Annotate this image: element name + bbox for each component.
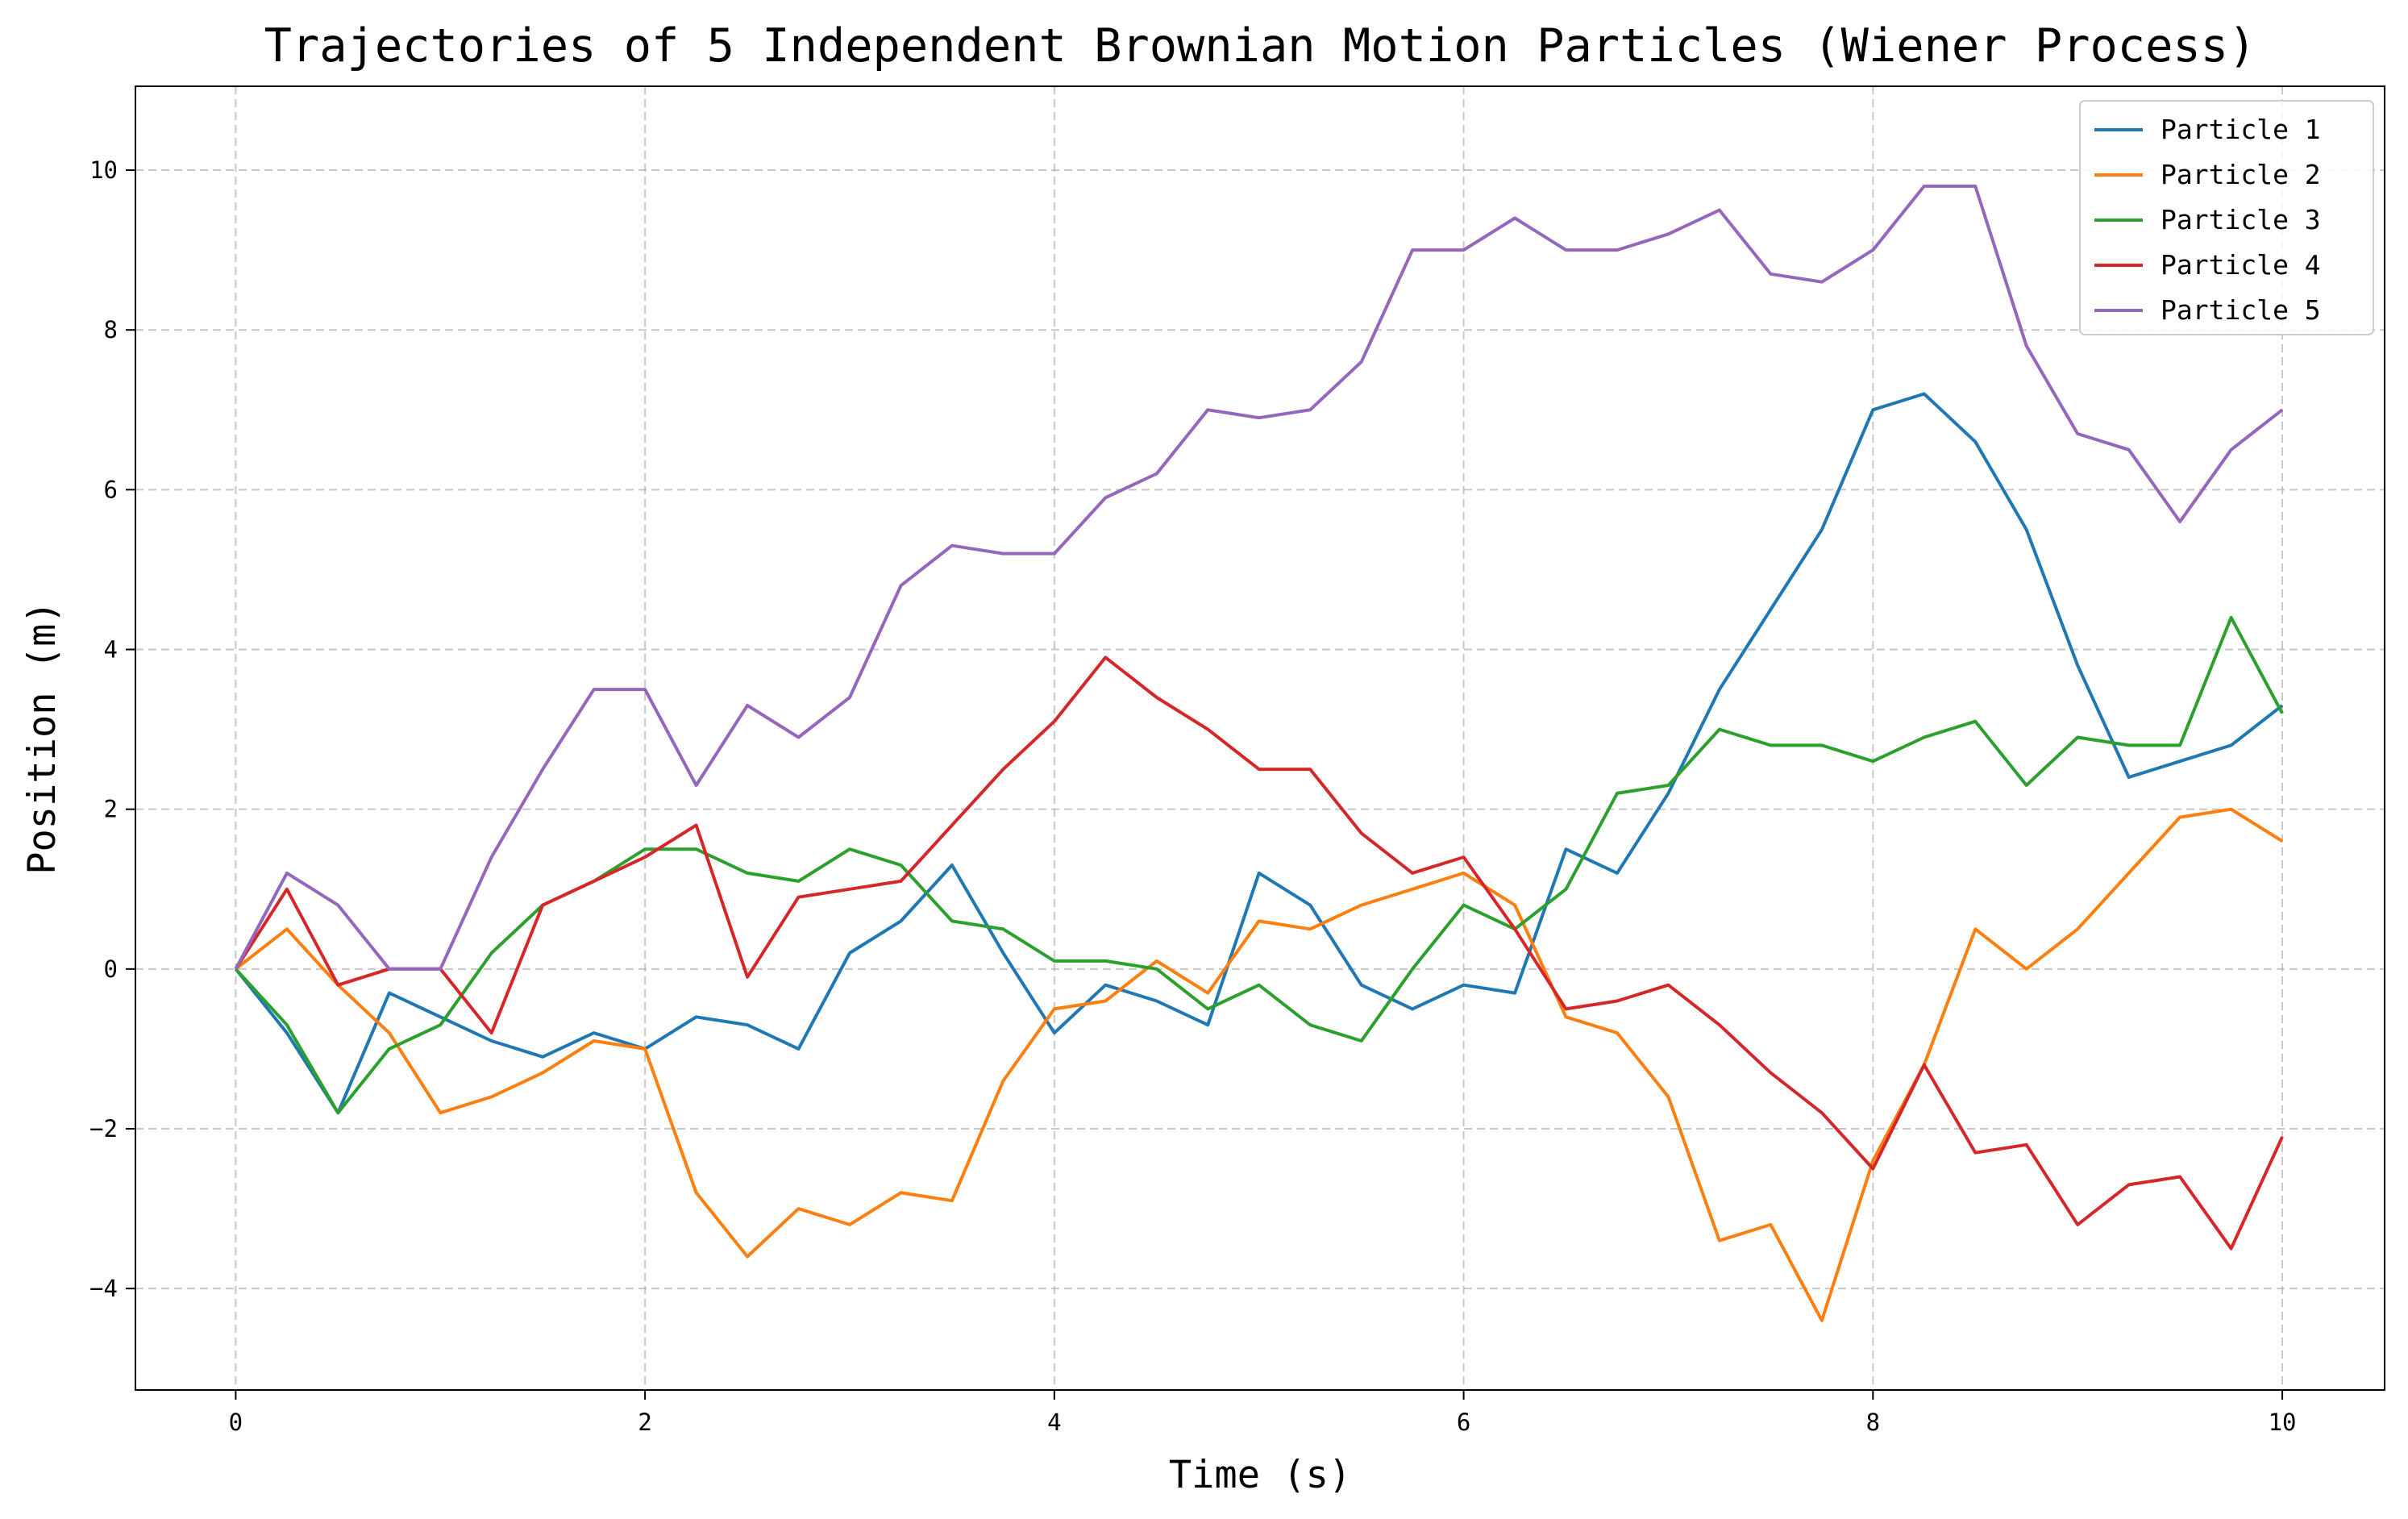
series-line-particle-2 bbox=[235, 807, 2284, 1322]
legend: Particle 1 Particle 2 Particle 3 Particle 4… bbox=[2079, 100, 2374, 335]
x-tick-label: 2 bbox=[638, 1409, 651, 1436]
series-line-particle-5 bbox=[234, 184, 2284, 971]
y-axis-ticks: −4 −2 0 2 4 6 8 10 bbox=[89, 156, 135, 1302]
y-tick-label: 4 bbox=[104, 636, 118, 664]
grid bbox=[135, 86, 2385, 1390]
y-axis-label: Position (m) bbox=[20, 601, 64, 875]
legend-label: Particle 1 bbox=[2161, 114, 2321, 145]
plot-area-frame bbox=[135, 85, 2385, 1391]
y-tick-label: −4 bbox=[89, 1275, 118, 1302]
x-axis-ticks: 0 2 4 6 8 10 bbox=[229, 1390, 2297, 1436]
x-tick-label: 8 bbox=[1866, 1409, 1880, 1436]
x-axis-label: Time (s) bbox=[1169, 1453, 1351, 1497]
legend-label: Particle 3 bbox=[2161, 204, 2321, 235]
series-line-particle-1 bbox=[234, 392, 2284, 1115]
series-line-particle-4 bbox=[234, 655, 2284, 1251]
y-tick-label: 8 bbox=[104, 316, 118, 343]
x-tick-label: 6 bbox=[1457, 1409, 1470, 1436]
x-tick-label: 0 bbox=[229, 1409, 243, 1436]
legend-label: Particle 4 bbox=[2161, 249, 2321, 281]
x-tick-label: 10 bbox=[2269, 1409, 2297, 1436]
y-tick-label: 6 bbox=[104, 476, 118, 503]
y-tick-label: 2 bbox=[104, 796, 118, 823]
y-tick-label: 0 bbox=[104, 955, 118, 983]
y-tick-label: 10 bbox=[89, 156, 118, 184]
y-tick-label: −2 bbox=[89, 1115, 118, 1142]
legend-label: Particle 2 bbox=[2161, 159, 2321, 190]
series-line-particle-3 bbox=[234, 615, 2284, 1115]
series-lines bbox=[234, 184, 2284, 1322]
legend-label: Particle 5 bbox=[2161, 294, 2321, 326]
legend-box bbox=[2079, 100, 2374, 335]
chart-title: Trajectories of 5 Independent Brownian M… bbox=[264, 19, 2256, 73]
x-tick-label: 4 bbox=[1047, 1409, 1061, 1436]
